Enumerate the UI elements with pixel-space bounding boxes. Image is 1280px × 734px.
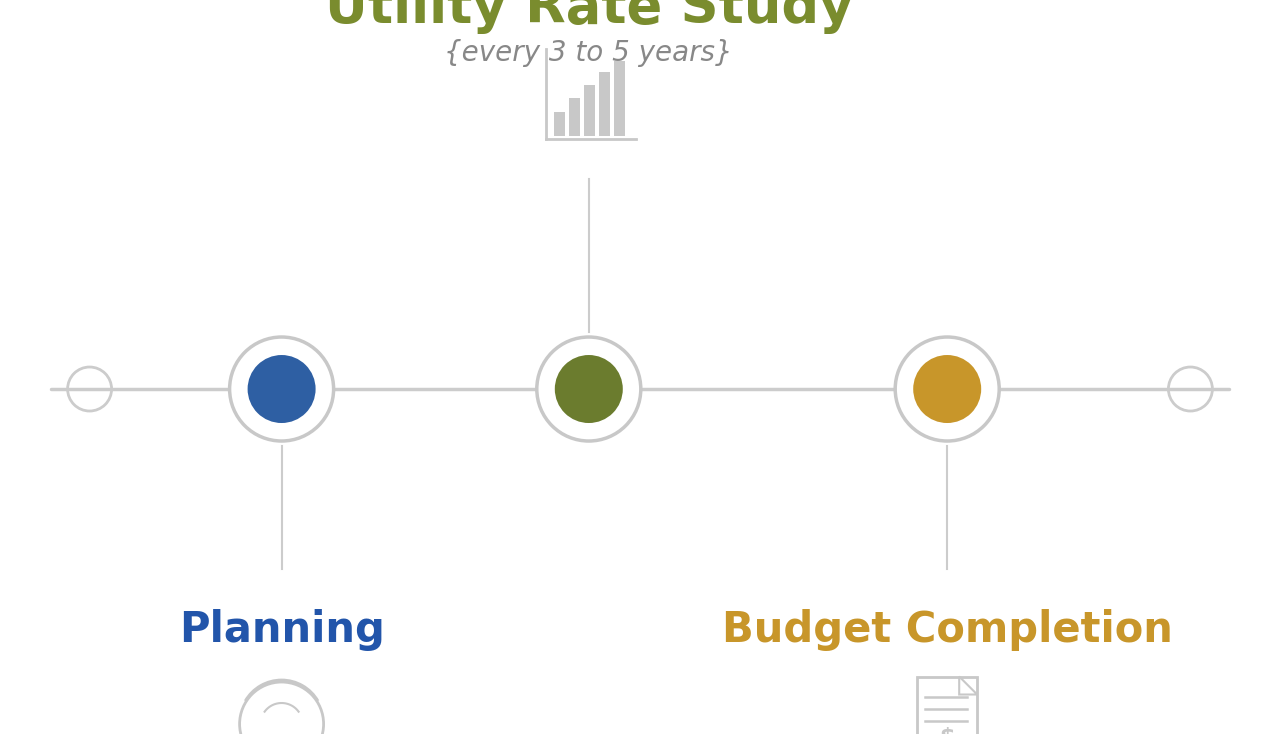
Text: {every 3 to 5 years}: {every 3 to 5 years} [444, 39, 733, 67]
Circle shape [229, 337, 334, 441]
Text: Utility Rate Study: Utility Rate Study [325, 0, 852, 34]
Circle shape [913, 355, 982, 423]
Circle shape [247, 355, 316, 423]
Text: Planning: Planning [179, 609, 384, 651]
Bar [599, 72, 611, 136]
Circle shape [536, 337, 641, 441]
Bar [570, 98, 580, 136]
Circle shape [554, 355, 623, 423]
Text: Budget Completion: Budget Completion [722, 609, 1172, 651]
Bar [554, 112, 566, 136]
Bar [584, 85, 595, 136]
Circle shape [895, 337, 1000, 441]
Bar [918, 677, 977, 734]
Text: $: $ [940, 727, 955, 734]
Polygon shape [959, 677, 977, 694]
Bar [614, 61, 626, 136]
